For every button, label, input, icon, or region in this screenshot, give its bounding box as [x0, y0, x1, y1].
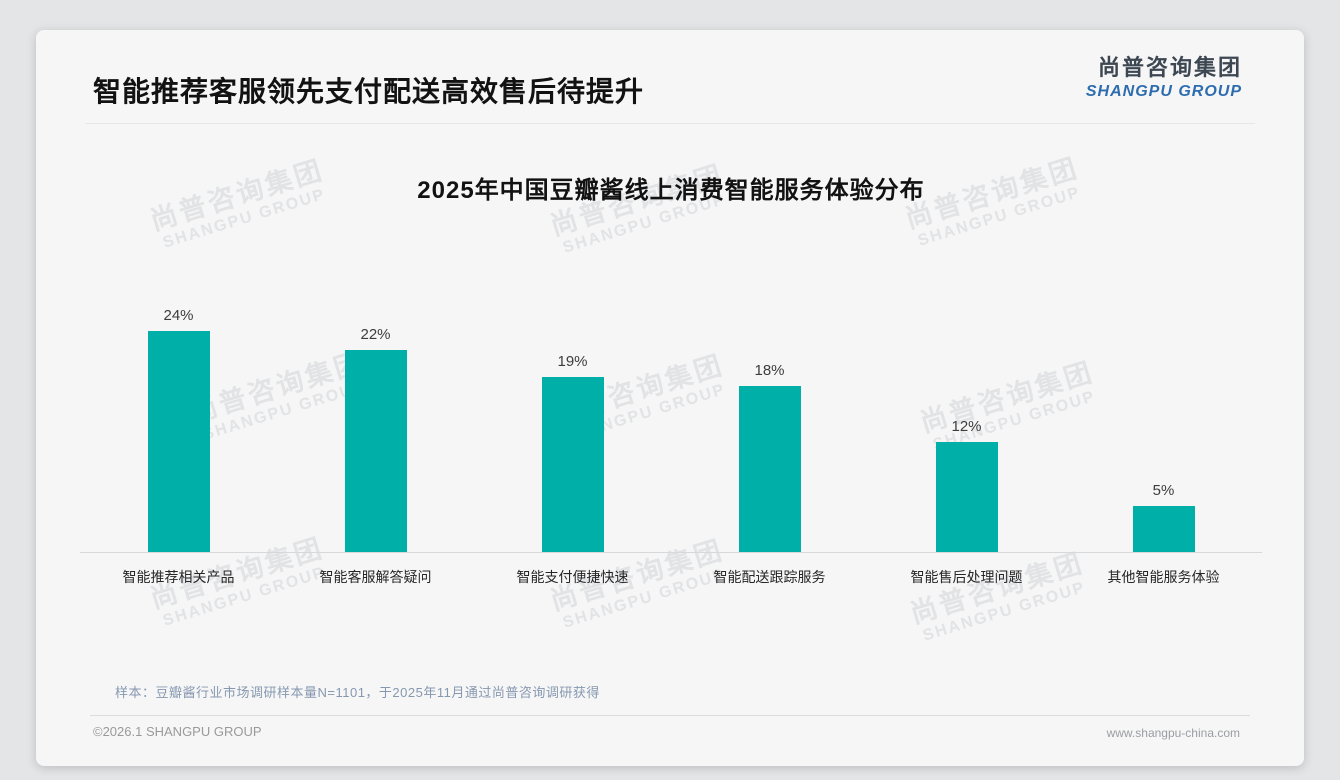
- category-label: 智能支付便捷快速: [516, 569, 629, 585]
- company-logo: 尚普咨询集团 SHANGPU GROUP: [1086, 50, 1242, 101]
- category-label: 智能客服解答疑问: [319, 569, 432, 585]
- bar-slot: 12%: [868, 290, 1065, 552]
- bar: [344, 350, 407, 552]
- logo-chinese-text: 尚普咨询集团: [1097, 55, 1242, 80]
- watermark: 尚普咨询集团 SHANGPU GROUP: [906, 547, 1088, 645]
- footer-website: www.shangpu-china.com: [1106, 726, 1240, 740]
- bar: [541, 377, 604, 552]
- watermark: 尚普咨询集团 SHANGPU GROUP: [546, 159, 728, 257]
- bar-slot: 18%: [671, 290, 868, 552]
- bar-value-label: 24%: [163, 307, 194, 324]
- category-label: 智能售后处理问题: [910, 569, 1023, 585]
- bar-slot: 19%: [474, 290, 671, 552]
- category-label: 其他智能服务体验: [1107, 569, 1220, 585]
- sample-note: 样本：豆瓣酱行业市场调研样本量N=1101，于2025年11月通过尚普咨询调研获…: [115, 685, 600, 700]
- slide-card: 尚普咨询集团 SHANGPU GROUP 尚普咨询集团 SHANGPU GROUP 尚普…: [36, 30, 1304, 766]
- category-axis-labels: 智能推荐相关产品 智能客服解答疑问 智能支付便捷快速 智能配送跟踪服务 智能售后处理问题…: [80, 567, 1262, 587]
- bar: [935, 442, 998, 552]
- bar-value-label: 19%: [557, 353, 588, 370]
- bar: [1132, 506, 1195, 552]
- chart-title: 2025年中国豆瓣酱线上消费智能服务体验分布: [417, 177, 925, 204]
- bar-slot: 24%: [80, 290, 277, 552]
- footer-divider: [90, 715, 1250, 716]
- bar: [738, 386, 801, 552]
- title-divider: [85, 123, 1255, 124]
- bar-value-label: 22%: [360, 326, 391, 343]
- category-label: 智能配送跟踪服务: [713, 569, 826, 585]
- bar: [147, 331, 210, 552]
- bar-chart-plot: 24% 22% 19% 18% 12% 5%: [80, 290, 1262, 553]
- footer-copyright: ©2026.1 SHANGPU GROUP: [93, 724, 262, 739]
- bar-value-label: 12%: [951, 418, 982, 435]
- bar-slot: 22%: [277, 290, 474, 552]
- bar-value-label: 5%: [1152, 482, 1175, 499]
- logo-english-text: SHANGPU GROUP: [1085, 83, 1242, 100]
- bar-slot: 5%: [1065, 290, 1262, 552]
- page-title: 智能推荐客服领先支付配送高效售后待提升: [93, 76, 645, 107]
- bar-value-label: 18%: [754, 362, 785, 379]
- category-label: 智能推荐相关产品: [122, 569, 235, 585]
